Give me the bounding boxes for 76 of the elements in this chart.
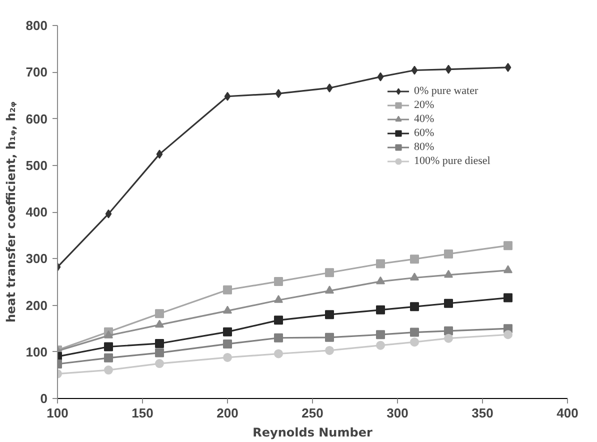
y-tick-label: 400 <box>26 204 48 220</box>
point <box>325 268 334 278</box>
point <box>104 330 113 338</box>
point <box>105 209 112 218</box>
point <box>444 249 453 258</box>
y-tick-label: 0 <box>40 391 48 406</box>
legend-label: 80% <box>414 140 434 154</box>
point <box>445 64 452 74</box>
x-tick-label: 150 <box>132 406 154 420</box>
y-tick-label: 500 <box>26 158 48 173</box>
legend-label: 0% pure water <box>414 84 478 98</box>
point <box>104 342 113 352</box>
point <box>444 298 453 308</box>
point <box>376 340 385 350</box>
point <box>274 349 283 358</box>
point <box>504 241 512 250</box>
legend-label: 40% <box>414 112 434 126</box>
point <box>325 310 334 320</box>
legend-label: 20% <box>414 98 434 112</box>
y-tick-label: 600 <box>26 111 48 126</box>
x-tick-label: 100 <box>46 406 68 420</box>
point <box>377 72 384 82</box>
y-tick-label: 200 <box>26 298 48 313</box>
point <box>104 353 113 362</box>
point <box>444 270 453 278</box>
point <box>223 327 232 336</box>
point <box>325 332 334 342</box>
y-tick-label: 700 <box>26 64 48 80</box>
point <box>376 276 385 284</box>
point <box>376 305 385 314</box>
point <box>155 309 164 318</box>
x-tick-label: 400 <box>556 406 578 420</box>
point <box>376 259 385 268</box>
legend-label: 60% <box>414 126 434 140</box>
x-axis-title: Reynolds Number <box>252 426 372 440</box>
point <box>325 346 334 355</box>
point <box>223 306 232 314</box>
point <box>224 92 231 101</box>
point <box>223 339 232 348</box>
point <box>410 272 419 281</box>
x-tick-label: 250 <box>302 406 324 420</box>
point <box>410 328 419 337</box>
point <box>274 316 283 325</box>
x-tick-label: 200 <box>216 406 238 420</box>
point <box>275 89 282 98</box>
y-tick-label: 300 <box>26 251 48 266</box>
point <box>410 338 419 347</box>
point <box>104 366 113 375</box>
point <box>155 338 164 348</box>
point <box>155 359 164 368</box>
y-axis-title: heat transfer coefficient, h₁ᵩ, h₂ᵩ <box>4 101 18 322</box>
point <box>410 302 419 312</box>
point <box>376 330 385 340</box>
point <box>504 330 512 340</box>
point <box>504 293 512 302</box>
point <box>504 62 512 72</box>
point <box>325 286 334 294</box>
x-tick-label: 300 <box>386 406 408 420</box>
x-tick-label: 350 <box>472 406 494 420</box>
point <box>223 285 232 294</box>
point <box>274 276 283 286</box>
y-tick-label: 100 <box>26 344 48 360</box>
point <box>274 295 283 303</box>
y-tick-label: 800 <box>26 18 48 33</box>
point <box>444 334 453 343</box>
point <box>156 150 163 159</box>
point <box>444 326 453 336</box>
legend-label: 100% pure diesel <box>414 154 490 168</box>
point <box>155 348 164 358</box>
point <box>326 83 333 92</box>
point <box>155 320 164 328</box>
point <box>410 254 419 264</box>
point <box>223 352 232 362</box>
point <box>411 66 418 75</box>
point <box>274 333 283 342</box>
point <box>504 265 512 274</box>
